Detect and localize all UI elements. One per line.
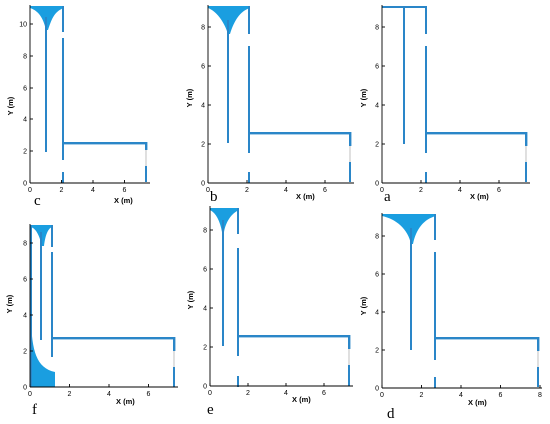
walls: [30, 225, 176, 387]
y-tick-label: 2: [201, 142, 205, 149]
y-tick-label: 4: [23, 117, 27, 124]
fluid-fan: [210, 208, 239, 232]
y-tick-label: 0: [23, 385, 27, 392]
panel-d: 0 2 4 6 8 0 2 4 6 8 X (m) Y (m) d: [359, 213, 542, 422]
panel-label: c: [34, 193, 41, 209]
x-tick-label: 2: [60, 187, 64, 194]
y-tick-label: 0: [375, 386, 379, 393]
y-axis-label: Y (m): [6, 96, 15, 115]
y-tick-label: 8: [201, 25, 205, 32]
panel-label: f: [32, 402, 37, 418]
x-tick-label: 0: [28, 187, 32, 194]
panel-b: 0 2 4 6 8 0 2 4 6 X (m) Y (m) b: [185, 5, 354, 205]
y-tick-label: 2: [23, 149, 27, 156]
panel-label: d: [387, 406, 395, 422]
y-tick-label: 0: [375, 181, 379, 188]
y-tick-label: 4: [23, 313, 27, 320]
x-axis-label: X (m): [292, 395, 311, 404]
panel-label: b: [210, 189, 218, 205]
y-tick-label: 4: [375, 103, 379, 110]
x-tick-label: 2: [245, 187, 249, 194]
x-axis-label: X (m): [470, 192, 489, 201]
panel-label: a: [384, 189, 391, 205]
fluid-fan: [382, 214, 436, 244]
x-tick-label: 4: [91, 187, 95, 194]
y-tick-label: 2: [23, 349, 27, 356]
x-tick-label: 6: [499, 392, 503, 399]
y-tick-label: 6: [375, 272, 379, 279]
y-tick-label: 6: [201, 64, 205, 71]
axes: [29, 224, 178, 388]
axes: [209, 206, 353, 387]
axes: [381, 5, 530, 184]
x-tick-label: 2: [419, 187, 423, 194]
x-tick-label: 2: [246, 390, 250, 397]
x-tick-label: 0: [380, 392, 384, 399]
x-tick-label: 4: [107, 391, 111, 398]
y-tick-label: 0: [201, 181, 205, 188]
x-tick-label: 0: [28, 391, 32, 398]
x-axis-label: X (m): [468, 398, 487, 407]
axes: [207, 5, 354, 184]
walls: [227, 6, 352, 183]
walls: [222, 208, 351, 387]
y-tick-label: 6: [23, 277, 27, 284]
walls: [410, 214, 540, 388]
y-tick-label: 4: [203, 306, 207, 313]
fluid-pool: [31, 320, 55, 387]
y-axis-label: Y (m): [359, 88, 368, 107]
x-tick-label: 8: [538, 392, 542, 399]
x-tick-label: 6: [147, 391, 151, 398]
walls: [382, 6, 528, 183]
y-axis-label: Y (m): [186, 290, 195, 309]
panel-e: 0 2 4 6 8 0 2 4 6 X (m) Y (m) e: [186, 206, 353, 418]
x-tick-label: 6: [322, 390, 326, 397]
y-tick-label: 8: [375, 234, 379, 241]
x-tick-label: 4: [284, 390, 288, 397]
y-axis-label: Y (m): [5, 294, 14, 313]
y-tick-label: 0: [203, 384, 207, 391]
y-tick-label: 4: [375, 310, 379, 317]
y-tick-label: 8: [203, 228, 207, 235]
x-axis-label: X (m): [114, 196, 133, 205]
y-tick-label: 10: [19, 22, 27, 29]
x-axis-label: X (m): [116, 397, 135, 406]
y-tick-label: 2: [375, 348, 379, 355]
x-tick-label: 2: [68, 391, 72, 398]
y-tick-label: 2: [375, 142, 379, 149]
y-tick-label: 4: [201, 103, 205, 110]
panel-f: 0 2 4 6 8 0 2 4 6 X (m) Y (m) f: [5, 224, 178, 418]
panel-c: 0 2 4 6 8 10 0 2 4 6 X (m) Y (m) c: [6, 5, 150, 209]
panel-label: e: [207, 402, 214, 418]
x-tick-label: 6: [123, 187, 127, 194]
y-tick-label: 8: [23, 54, 27, 61]
y-tick-label: 6: [203, 267, 207, 274]
y-tick-label: 2: [203, 345, 207, 352]
x-tick-label: 0: [208, 390, 212, 397]
x-tick-label: 4: [284, 187, 288, 194]
axes: [29, 5, 150, 184]
x-tick-label: 6: [323, 187, 327, 194]
y-tick-label: 8: [375, 25, 379, 32]
y-tick-label: 8: [23, 241, 27, 248]
x-tick-label: 6: [497, 187, 501, 194]
axes: [381, 213, 542, 389]
y-tick-label: 6: [375, 64, 379, 71]
y-tick-label: 0: [23, 181, 27, 188]
x-tick-label: 4: [459, 392, 463, 399]
walls: [45, 6, 148, 183]
x-axis-label: X (m): [296, 192, 315, 201]
x-tick-label: 2: [420, 392, 424, 399]
panel-a: 0 2 4 6 8 0 2 4 6 X (m) Y (m) a: [359, 5, 530, 205]
y-axis-label: Y (m): [359, 296, 368, 315]
y-tick-label: 6: [23, 86, 27, 93]
x-tick-label: 0: [380, 187, 384, 194]
x-tick-label: 4: [458, 187, 462, 194]
x-tick-label: 0: [206, 187, 210, 194]
y-axis-label: Y (m): [185, 88, 194, 107]
